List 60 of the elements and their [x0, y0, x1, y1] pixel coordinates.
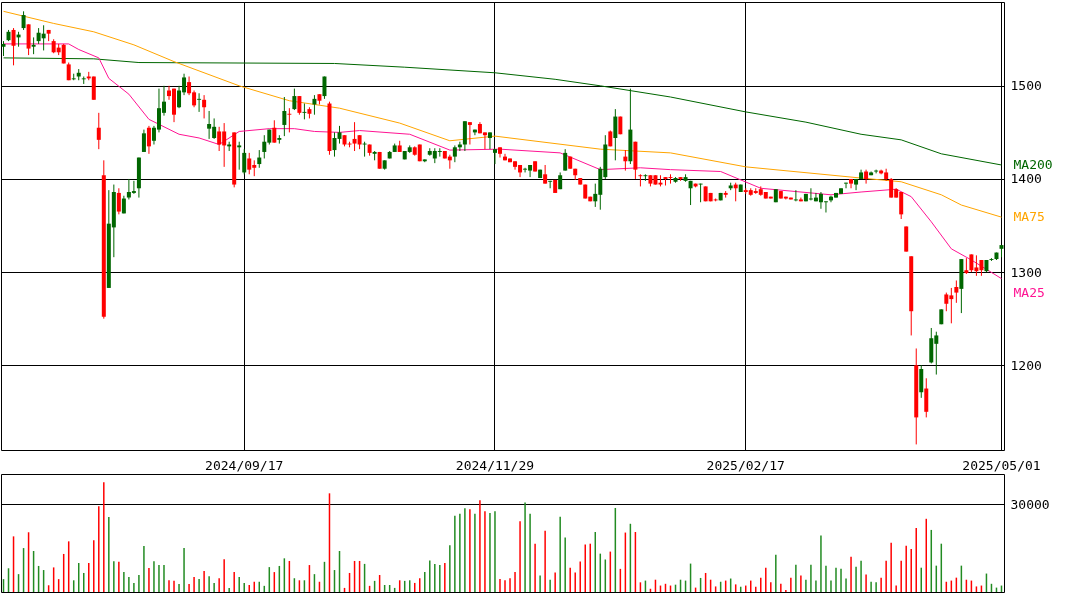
candlestick	[668, 173, 673, 185]
candlestick	[467, 121, 472, 145]
candlestick	[197, 92, 202, 113]
y-tick-label: 1300	[1010, 264, 1042, 280]
candlestick	[793, 189, 798, 202]
candlestick	[272, 119, 277, 144]
candlestick	[638, 173, 643, 187]
candlestick	[242, 148, 247, 175]
candlestick	[141, 129, 146, 153]
line-series	[3, 10, 1002, 218]
candlestick	[844, 182, 849, 189]
series-label: MA25	[1013, 284, 1045, 300]
series-label: MA200	[1013, 156, 1053, 172]
candlestick	[563, 148, 568, 172]
y-tick-label: 30000	[1010, 496, 1050, 512]
candlestick	[362, 141, 367, 158]
candlestick	[146, 125, 151, 155]
candlestick	[21, 10, 26, 31]
candlestick	[854, 178, 859, 191]
candlestick	[613, 108, 618, 161]
candlestick	[462, 120, 467, 152]
candlestick	[247, 152, 252, 175]
candlestick	[282, 96, 287, 137]
candlestick	[924, 377, 929, 418]
candlestick	[543, 164, 548, 185]
y-tick-label: 1500	[1010, 78, 1042, 94]
candlestick	[944, 292, 949, 312]
candlestick	[889, 177, 894, 199]
candlestick	[698, 183, 703, 203]
candlestick	[262, 134, 267, 159]
candlestick	[237, 141, 242, 171]
x-tick-label: 2024/09/17	[205, 457, 284, 473]
candlestick	[292, 88, 297, 111]
y-tick-label: 1400	[1010, 171, 1042, 187]
candlestick	[217, 126, 222, 152]
candlestick	[954, 279, 959, 304]
candlestick	[131, 180, 136, 195]
candlestick	[487, 131, 492, 150]
x-tick-label: 2025/05/01	[962, 457, 1041, 473]
candlestick	[116, 187, 121, 215]
candlestick	[202, 94, 207, 119]
candlestick	[548, 180, 553, 189]
candlestick	[437, 147, 442, 158]
y-tick-label: 1200	[1010, 357, 1042, 373]
candlestick	[207, 110, 212, 140]
candlestick	[688, 180, 693, 206]
candlestick	[297, 95, 302, 116]
series-label: MA75	[1013, 209, 1045, 225]
candlestick	[919, 364, 924, 399]
candlestick	[312, 94, 317, 116]
x-tick-label: 2024/11/29	[455, 457, 535, 473]
candlestick	[96, 112, 101, 150]
candlestick	[864, 169, 869, 185]
x-tick-label: 2025/02/17	[706, 457, 785, 473]
line-series	[3, 43, 1002, 280]
candlestick	[492, 148, 497, 165]
candlestick	[11, 27, 16, 66]
candlestick	[523, 167, 528, 173]
candlestick	[332, 131, 337, 158]
candlestick	[287, 107, 292, 133]
